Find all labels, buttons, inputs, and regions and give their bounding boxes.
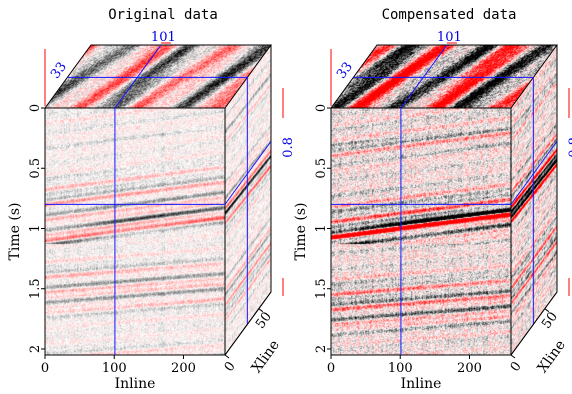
z-axis-label: Xline	[249, 337, 283, 376]
y-tick-label: 1	[314, 224, 329, 232]
chart-title: Compensated data	[382, 7, 517, 23]
y-tick-label: 0.5	[28, 158, 43, 179]
inline-section	[331, 108, 511, 355]
y-axis-label: Time (s)	[7, 203, 23, 261]
y-tick-label: 1.5	[28, 278, 43, 299]
time-slice-line-side	[510, 141, 558, 205]
x-axis-label: Inline	[115, 376, 156, 392]
y-tick-label: 1	[28, 224, 43, 232]
inline-slice-line-top	[114, 44, 162, 109]
z-tick	[544, 308, 550, 313]
y-tick-label: 0	[314, 104, 329, 112]
x-tick-label: 100	[388, 361, 413, 376]
y-tick-label: 1.5	[314, 278, 329, 299]
inline-section	[45, 108, 225, 355]
z-axis-line	[224, 291, 272, 356]
time-slice-label: 0.8	[281, 137, 296, 158]
chart-title: Original data	[108, 7, 218, 23]
y-axis-label: Time (s)	[293, 203, 309, 261]
z-tick-label: 0	[508, 359, 525, 375]
x-tick-label: 0	[327, 361, 335, 376]
z-tick	[258, 308, 264, 313]
inline-slice-line-top	[400, 44, 448, 109]
z-axis-label: Xline	[535, 337, 569, 376]
z-tick	[224, 354, 230, 359]
y-tick-label: 0.5	[314, 158, 329, 179]
time-slice-label: 0.8	[567, 137, 572, 158]
y-tick-label: 2	[314, 345, 329, 353]
y-tick-label: 2	[28, 345, 43, 353]
x-tick-label: 100	[102, 361, 127, 376]
x-tick-label: 200	[457, 361, 482, 376]
z-tick-label: 0	[222, 359, 239, 375]
y-tick-label: 0	[28, 104, 43, 112]
inline-slice-label: 101	[151, 30, 176, 45]
x-tick-label: 200	[171, 361, 196, 376]
inline-slice-label: 101	[437, 30, 462, 45]
z-axis-line	[510, 291, 558, 356]
x-axis-label: Inline	[401, 376, 442, 392]
time-slice-line-side	[224, 141, 272, 205]
z-tick	[510, 354, 516, 359]
x-tick-label: 0	[41, 361, 49, 376]
